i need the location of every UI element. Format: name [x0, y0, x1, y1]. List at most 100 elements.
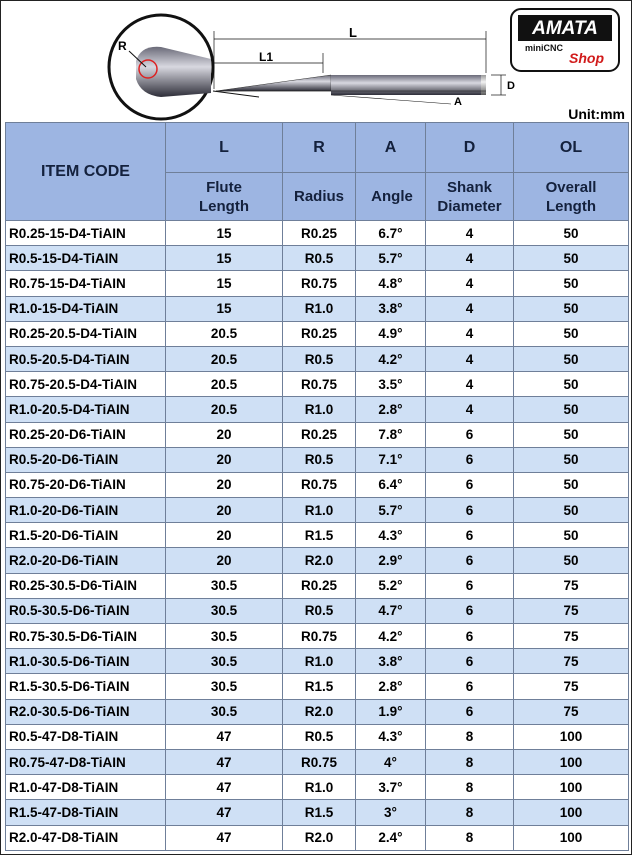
item-code: R2.0-20-D6-TiAIN	[5, 547, 166, 574]
header-cell: Angle	[355, 172, 426, 221]
cell: 7.1°	[355, 446, 426, 473]
cell: 8	[425, 774, 514, 801]
cell: 4	[425, 245, 514, 272]
cell: R0.25	[282, 219, 356, 247]
cell: 6	[425, 673, 514, 700]
label-l: L	[349, 25, 357, 40]
spec-table: ITEM CODE L R A D OL Flute Length Radius Angle…	[5, 122, 629, 851]
item-code: R2.0-47-D8-TiAIN	[5, 824, 166, 851]
cell: 6	[425, 547, 514, 574]
cell: 50	[513, 295, 629, 322]
cell: 47	[165, 774, 283, 801]
cell: 4.8°	[355, 270, 426, 297]
cell: 100	[513, 774, 629, 801]
table-row: R1.0-47-D8-TiAIN 47 R1.0 3.7° 8 100	[5, 774, 629, 801]
table-row: R2.0-30.5-D6-TiAIN 30.5 R2.0 1.9° 6 75	[5, 698, 629, 725]
cell: R1.0	[282, 396, 356, 423]
table-row: R0.5-15-D4-TiAIN 15 R0.5 5.7° 4 50	[5, 245, 629, 272]
table-row: R0.75-15-D4-TiAIN 15 R0.75 4.8° 4 50	[5, 270, 629, 297]
cell: 3.5°	[355, 371, 426, 398]
cell: R0.25	[282, 320, 356, 347]
item-code: R0.5-15-D4-TiAIN	[5, 245, 166, 272]
cell: 6	[425, 648, 514, 675]
header-cell: OL	[513, 122, 629, 173]
cell: 15	[165, 219, 283, 247]
cell: R0.75	[282, 371, 356, 398]
cell: 50	[513, 446, 629, 473]
tool-end	[481, 75, 486, 95]
cell: 75	[513, 597, 629, 625]
cell: 4	[425, 320, 514, 347]
cell: R1.0	[282, 295, 356, 322]
cell: 75	[513, 648, 629, 675]
cell: R1.5	[282, 522, 356, 549]
header-cell: D	[425, 122, 514, 173]
cell: 4.2°	[355, 345, 426, 373]
cell: 3.7°	[355, 774, 426, 801]
zoom-link	[212, 90, 260, 98]
cell: 20	[165, 497, 283, 524]
cell: 8	[425, 824, 514, 851]
cell: 50	[513, 522, 629, 549]
item-code: R1.0-15-D4-TiAIN	[5, 295, 166, 322]
header-row: ITEM CODE L R A D OL	[5, 122, 629, 221]
cell: 20	[165, 446, 283, 473]
table-row: R2.0-47-D8-TiAIN 47 R2.0 2.4° 8 100	[5, 824, 629, 851]
item-code: R0.5-20.5-D4-TiAIN	[5, 345, 166, 373]
table-row: R0.25-30.5-D6-TiAIN 30.5 R0.25 5.2° 6 75	[5, 572, 629, 599]
cell: 30.5	[165, 698, 283, 725]
table-row: R0.5-47-D8-TiAIN 47 R0.5 4.3° 8 100	[5, 723, 629, 750]
cell: 6	[425, 522, 514, 549]
cell: 50	[513, 270, 629, 297]
label-l1: L1	[259, 50, 273, 64]
table-row: R0.75-47-D8-TiAIN 47 R0.75 4° 8 100	[5, 748, 629, 776]
item-code: R0.25-30.5-D6-TiAIN	[5, 572, 166, 599]
cell: 75	[513, 572, 629, 599]
cell: 5.7°	[355, 497, 426, 524]
table-head: ITEM CODE L R A D OL Flute Length Radius Angle…	[5, 122, 629, 221]
cell: 3.8°	[355, 295, 426, 322]
cell: R1.0	[282, 774, 356, 801]
cell: 30.5	[165, 572, 283, 599]
cell: 50	[513, 345, 629, 373]
cell: 6.4°	[355, 471, 426, 499]
cell: 8	[425, 748, 514, 776]
label-r: R	[118, 39, 127, 53]
tool-diagram: R A L L1 D AMATA miniCNC Shop Unit:mm	[107, 8, 625, 122]
table-row: R0.75-20-D6-TiAIN 20 R0.75 6.4° 6 50	[5, 471, 629, 499]
table-row: R0.5-20.5-D4-TiAIN 20.5 R0.5 4.2° 4 50	[5, 345, 629, 373]
cell: R0.75	[282, 270, 356, 297]
tool-shank	[331, 75, 481, 95]
table-row: R0.75-20.5-D4-TiAIN 20.5 R0.75 3.5° 4 50	[5, 371, 629, 398]
item-code: R1.0-20-D6-TiAIN	[5, 497, 166, 524]
header-text: Radius	[293, 188, 344, 205]
table-row: R1.5-20-D6-TiAIN 20 R1.5 4.3° 6 50	[5, 522, 629, 549]
cell: 20	[165, 522, 283, 549]
header-text: Angle	[371, 188, 413, 205]
cell: 20.5	[165, 396, 283, 423]
table-row: R1.0-30.5-D6-TiAIN 30.5 R1.0 3.8° 6 75	[5, 648, 629, 675]
table-row: R1.5-47-D8-TiAIN 47 R1.5 3° 8 100	[5, 799, 629, 826]
header-text: Overall Length	[545, 178, 597, 215]
cell: 5.7°	[355, 245, 426, 272]
label-a: A	[454, 96, 462, 108]
cell: R0.5	[282, 446, 356, 473]
header-cell: Radius	[282, 172, 356, 221]
cell: 50	[513, 371, 629, 398]
cell: 4	[425, 345, 514, 373]
logo-band	[518, 15, 612, 41]
header-cell: A	[355, 122, 426, 173]
cell: 20	[165, 547, 283, 574]
cell: 6	[425, 446, 514, 473]
item-code: R0.5-47-D8-TiAIN	[5, 723, 166, 750]
item-code: R1.0-30.5-D6-TiAIN	[5, 648, 166, 675]
cell: 50	[513, 219, 629, 247]
logo-sub: miniCNC	[525, 43, 564, 53]
tool: A	[215, 74, 486, 108]
table-row: R0.5-30.5-D6-TiAIN 30.5 R0.5 4.7° 6 75	[5, 597, 629, 625]
header-cell: Shank Diameter	[425, 172, 514, 221]
cell: 4.2°	[355, 622, 426, 650]
item-code: R2.0-30.5-D6-TiAIN	[5, 698, 166, 725]
tool-tip-zoom	[136, 46, 211, 97]
